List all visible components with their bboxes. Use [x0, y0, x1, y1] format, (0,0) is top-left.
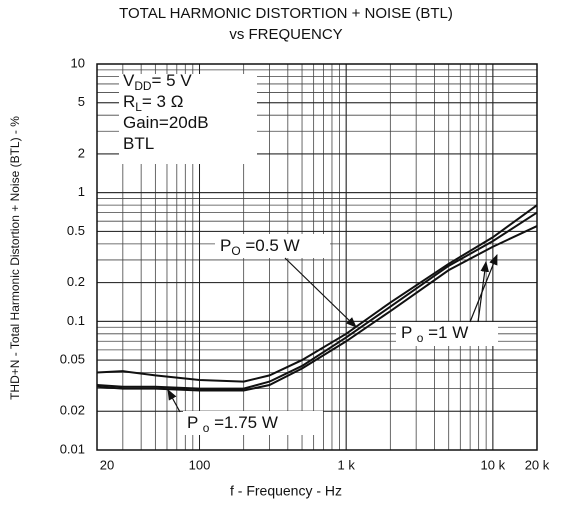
- y-tick-label: 0.01: [60, 441, 85, 456]
- annotation-main: P: [220, 236, 231, 255]
- y-tick-label: 1: [78, 184, 85, 199]
- y-tick-label: 0.05: [60, 352, 85, 367]
- line-series: [96, 211, 538, 390]
- annotation-rest: =1 W: [423, 323, 468, 342]
- annotation-rest: =0.5 W: [241, 236, 300, 255]
- condition-sub: DD: [134, 79, 152, 93]
- annotation-main: P: [401, 323, 417, 342]
- annotation: P o =1.75 W: [187, 413, 278, 435]
- annotation: PO =0.5 W: [220, 236, 300, 258]
- y-tick-label: 10: [71, 55, 85, 70]
- arrow: [284, 257, 357, 328]
- annotation-sub: o: [203, 421, 210, 435]
- plot-border: [96, 63, 538, 451]
- annotation: P o =1 W: [401, 323, 468, 345]
- arrow: [469, 253, 498, 323]
- condition: VDD= 5 V: [123, 71, 192, 93]
- label-box: [215, 234, 330, 258]
- x-axis-label: f - Frequency - Hz: [230, 483, 342, 499]
- annotation-sub: o: [417, 331, 424, 345]
- y-tick-label: 0.5: [67, 223, 85, 238]
- condition: RL= 3 Ω: [123, 92, 183, 114]
- chart-title: TOTAL HARMONIC DISTORTION + NOISE (BTL): [119, 5, 453, 22]
- annotation-rest: =1.75 W: [209, 413, 278, 432]
- label-box: [183, 411, 323, 435]
- y-axis-label: THD+N - Total Harmonic Distortion + Nois…: [8, 116, 22, 400]
- condition-sub: L: [135, 100, 142, 114]
- condition-main: BTL: [123, 134, 154, 153]
- line-series: [96, 204, 538, 383]
- conditions-box: [119, 74, 257, 164]
- x-tick-label: 1 k: [338, 457, 356, 472]
- y-tick-label: 0.2: [67, 274, 85, 289]
- condition: Gain=20dB: [123, 113, 209, 132]
- condition-rest: = 3 Ω: [142, 92, 184, 111]
- annotation-sub: O: [231, 244, 240, 258]
- y-tick-label: 2: [78, 145, 85, 160]
- x-tick-label: 20 k: [525, 457, 550, 472]
- condition-rest: = 5 V: [152, 71, 193, 90]
- label-box: [396, 322, 498, 346]
- y-tick-label: 5: [78, 94, 85, 109]
- y-tick-label: 0.1: [67, 313, 85, 328]
- annotation-main: P: [187, 413, 203, 432]
- x-tick-label: 10 k: [481, 457, 506, 472]
- condition-main: R: [123, 92, 135, 111]
- chart-title: vs FREQUENCY: [229, 26, 342, 43]
- condition-main: V: [123, 71, 135, 90]
- condition-main: Gain=20dB: [123, 113, 209, 132]
- line-series: [96, 225, 538, 392]
- arrow: [167, 389, 181, 413]
- condition: BTL: [123, 134, 154, 153]
- x-tick-label: 20: [100, 457, 114, 472]
- x-tick-label: 100: [189, 457, 211, 472]
- y-tick-label: 0.02: [60, 403, 85, 418]
